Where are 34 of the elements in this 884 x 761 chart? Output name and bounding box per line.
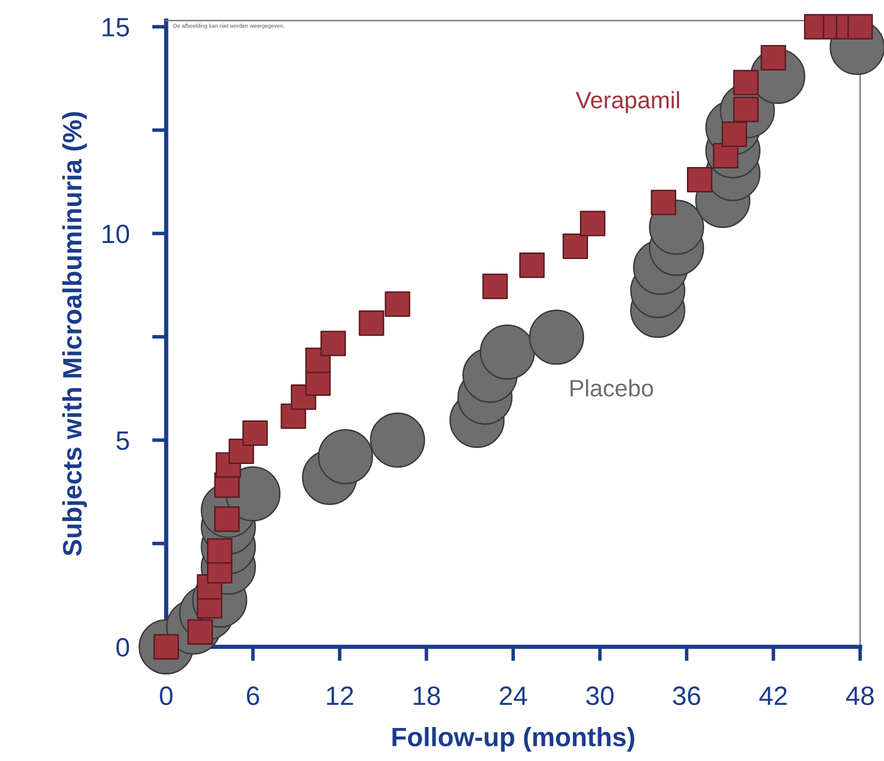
x-tick-label: 48 <box>846 686 874 706</box>
x-axis-title: Follow-up (months) <box>392 727 634 752</box>
point <box>242 420 268 446</box>
series-label: Placebo <box>570 379 654 397</box>
point <box>384 291 410 317</box>
point <box>686 166 712 192</box>
point <box>580 210 606 236</box>
x-tick-label: 30 <box>586 686 614 706</box>
y-axis-title: Subjects with Microalbuminuria (%) <box>62 112 87 556</box>
point <box>760 45 786 70</box>
point <box>650 190 676 216</box>
y-tick-label: 5 <box>116 432 129 450</box>
point <box>370 412 426 468</box>
x-tick-label: 6 <box>246 686 260 706</box>
point <box>358 310 384 336</box>
point <box>482 274 508 300</box>
y-tick-label: 0 <box>116 638 130 657</box>
point <box>847 14 873 40</box>
x-tick-label: 0 <box>160 686 172 706</box>
point <box>733 70 759 96</box>
x-tick-label: 42 <box>759 686 787 705</box>
x-tick-label: 24 <box>500 686 528 705</box>
point <box>480 324 535 380</box>
x-tick-label: 36 <box>672 686 700 706</box>
point <box>562 234 588 259</box>
point <box>320 330 346 356</box>
x-tick-label: 18 <box>414 686 440 706</box>
x-tick-label: 12 <box>327 686 354 705</box>
point <box>318 429 374 484</box>
point <box>519 252 545 278</box>
y-tick-label: 15 <box>102 18 129 37</box>
y-tick-label: 10 <box>102 224 130 244</box>
point <box>528 310 584 365</box>
series-label: Verapamil <box>576 91 680 114</box>
